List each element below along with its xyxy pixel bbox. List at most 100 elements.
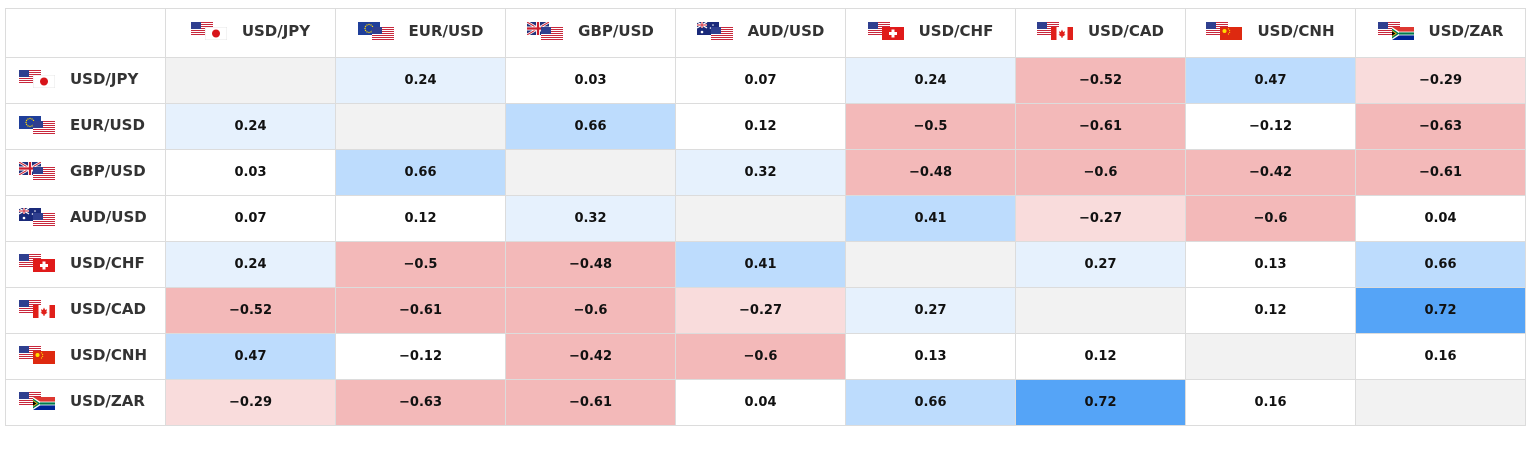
us-flag-icon xyxy=(867,22,890,35)
correlation-cell: 0.13 xyxy=(1185,241,1356,288)
correlation-cell: 0.47 xyxy=(1185,57,1356,104)
table-row: AUD/USD 0.07 0.12 0.32 0.41 −0.27 −0.6 0.04 xyxy=(5,195,1526,242)
switzerland-flag-icon xyxy=(881,27,904,40)
pair-flags-icon xyxy=(19,253,55,272)
row-header-usd-cnh[interactable]: USD/CNH xyxy=(5,333,166,380)
us-flag-icon xyxy=(19,253,41,267)
row-header-content: GBP/USD xyxy=(19,161,146,180)
table-row: USD/CHF 0.24 −0.5 −0.48 0.41 0.27 0.13 0.66 xyxy=(5,241,1526,288)
correlation-matrix: USD/JPY EUR/USD GBP/USD AUD/USD USD/CHF USD/C… xyxy=(5,8,1526,426)
correlation-cell: 0.47 xyxy=(165,333,336,380)
correlation-cell: −0.27 xyxy=(675,287,846,334)
row-header-label: USD/JPY xyxy=(70,69,139,88)
diagonal-cell xyxy=(675,195,846,242)
row-header-eur-usd[interactable]: EUR/USD xyxy=(5,103,166,150)
correlation-cell: 0.24 xyxy=(335,57,506,104)
matrix-body: USD/JPY 0.24 0.03 0.07 0.24 −0.52 0.47 −0.29 EUR… xyxy=(5,57,1526,426)
correlation-cell: 0.13 xyxy=(845,333,1016,380)
us-flag-icon xyxy=(710,27,733,40)
column-header-eur-usd[interactable]: EUR/USD xyxy=(335,8,506,58)
diagonal-cell xyxy=(1015,287,1186,334)
row-header-content: USD/CNH xyxy=(19,345,147,364)
column-header-label: USD/CNH xyxy=(1257,22,1335,40)
pair-flags-icon xyxy=(19,161,55,180)
correlation-cell: 0.27 xyxy=(1015,241,1186,288)
table-row: USD/JPY 0.24 0.03 0.07 0.24 −0.52 0.47 −0.29 xyxy=(5,57,1526,104)
diagonal-cell xyxy=(1185,333,1356,380)
japan-flag-icon xyxy=(204,27,227,40)
correlation-cell: 0.41 xyxy=(675,241,846,288)
correlation-cell: 0.12 xyxy=(675,103,846,150)
canada-flag-icon xyxy=(1051,27,1073,40)
correlation-cell: 0.66 xyxy=(845,379,1016,426)
correlation-cell: 0.04 xyxy=(675,379,846,426)
diagonal-cell xyxy=(845,241,1016,288)
correlation-cell: 0.66 xyxy=(505,103,676,150)
column-header-content: EUR/USD xyxy=(357,22,484,40)
correlation-cell: 0.04 xyxy=(1355,195,1526,242)
correlation-cell: 0.66 xyxy=(335,149,506,196)
correlation-cell: 0.12 xyxy=(335,195,506,242)
correlation-cell: −0.6 xyxy=(1015,149,1186,196)
column-header-content: USD/CNH xyxy=(1206,22,1335,40)
column-header-usd-cad[interactable]: USD/CAD xyxy=(1015,8,1186,58)
row-header-gbp-usd[interactable]: GBP/USD xyxy=(5,149,166,196)
correlation-cell: −0.6 xyxy=(1185,195,1356,242)
row-header-content: USD/JPY xyxy=(19,69,139,88)
column-header-usd-cnh[interactable]: USD/CNH xyxy=(1185,8,1356,58)
diagonal-cell xyxy=(335,103,506,150)
column-header-gbp-usd[interactable]: GBP/USD xyxy=(505,8,676,58)
column-header-content: USD/ZAR xyxy=(1377,22,1503,40)
row-header-aud-usd[interactable]: AUD/USD xyxy=(5,195,166,242)
correlation-cell: −0.12 xyxy=(335,333,506,380)
table-row: EUR/USD 0.24 0.66 0.12 −0.5 −0.61 −0.12 −0.63 xyxy=(5,103,1526,150)
column-header-content: USD/CAD xyxy=(1037,22,1164,40)
correlation-cell: 0.07 xyxy=(675,57,846,104)
pair-flags-icon xyxy=(19,299,55,318)
correlation-cell: −0.61 xyxy=(335,287,506,334)
row-header-label: GBP/USD xyxy=(70,161,146,180)
pair-flags-icon xyxy=(19,115,55,134)
china-flag-icon xyxy=(1220,27,1243,40)
column-header-content: AUD/USD xyxy=(696,22,824,40)
correlation-cell: 0.66 xyxy=(1355,241,1526,288)
correlation-cell: −0.6 xyxy=(675,333,846,380)
header-row: USD/JPY EUR/USD GBP/USD AUD/USD USD/CHF USD/C… xyxy=(5,8,1526,58)
pair-flags-icon xyxy=(19,207,55,226)
correlation-cell: −0.6 xyxy=(505,287,676,334)
column-header-aud-usd[interactable]: AUD/USD xyxy=(675,8,846,58)
column-header-label: EUR/USD xyxy=(408,22,484,40)
pair-flags-icon xyxy=(19,391,55,410)
correlation-cell: 0.12 xyxy=(1015,333,1186,380)
correlation-cell: 0.27 xyxy=(845,287,1016,334)
correlation-cell: −0.29 xyxy=(1355,57,1526,104)
row-header-content: USD/CHF xyxy=(19,253,145,272)
china-flag-icon xyxy=(33,350,55,364)
correlation-cell: −0.42 xyxy=(505,333,676,380)
correlation-cell: −0.27 xyxy=(1015,195,1186,242)
us-flag-icon xyxy=(190,22,213,35)
row-header-usd-chf[interactable]: USD/CHF xyxy=(5,241,166,288)
us-flag-icon xyxy=(371,27,394,40)
pair-flags-icon xyxy=(1037,22,1073,40)
column-header-usd-zar[interactable]: USD/ZAR xyxy=(1355,8,1526,58)
south-africa-flag-icon xyxy=(33,396,55,410)
diagonal-cell xyxy=(1355,379,1526,426)
correlation-cell: 0.72 xyxy=(1015,379,1186,426)
row-header-usd-cad[interactable]: USD/CAD xyxy=(5,287,166,334)
column-header-usd-chf[interactable]: USD/CHF xyxy=(845,8,1016,58)
correlation-cell: 0.32 xyxy=(675,149,846,196)
table-row: USD/ZAR −0.29 −0.63 −0.61 0.04 0.66 0.72 0.16 xyxy=(5,379,1526,426)
diagonal-cell xyxy=(505,149,676,196)
row-header-usd-zar[interactable]: USD/ZAR xyxy=(5,379,166,426)
correlation-cell: 0.03 xyxy=(165,149,336,196)
correlation-cell: −0.63 xyxy=(1355,103,1526,150)
correlation-cell: −0.61 xyxy=(505,379,676,426)
column-header-usd-jpy[interactable]: USD/JPY xyxy=(165,8,336,58)
correlation-cell: −0.52 xyxy=(165,287,336,334)
switzerland-flag-icon xyxy=(33,258,55,272)
table-row: USD/CAD −0.52 −0.61 −0.6 −0.27 0.27 0.12 0.72 xyxy=(5,287,1526,334)
pair-flags-icon xyxy=(190,22,227,40)
row-header-usd-jpy[interactable]: USD/JPY xyxy=(5,57,166,104)
corner-cell xyxy=(5,8,166,58)
